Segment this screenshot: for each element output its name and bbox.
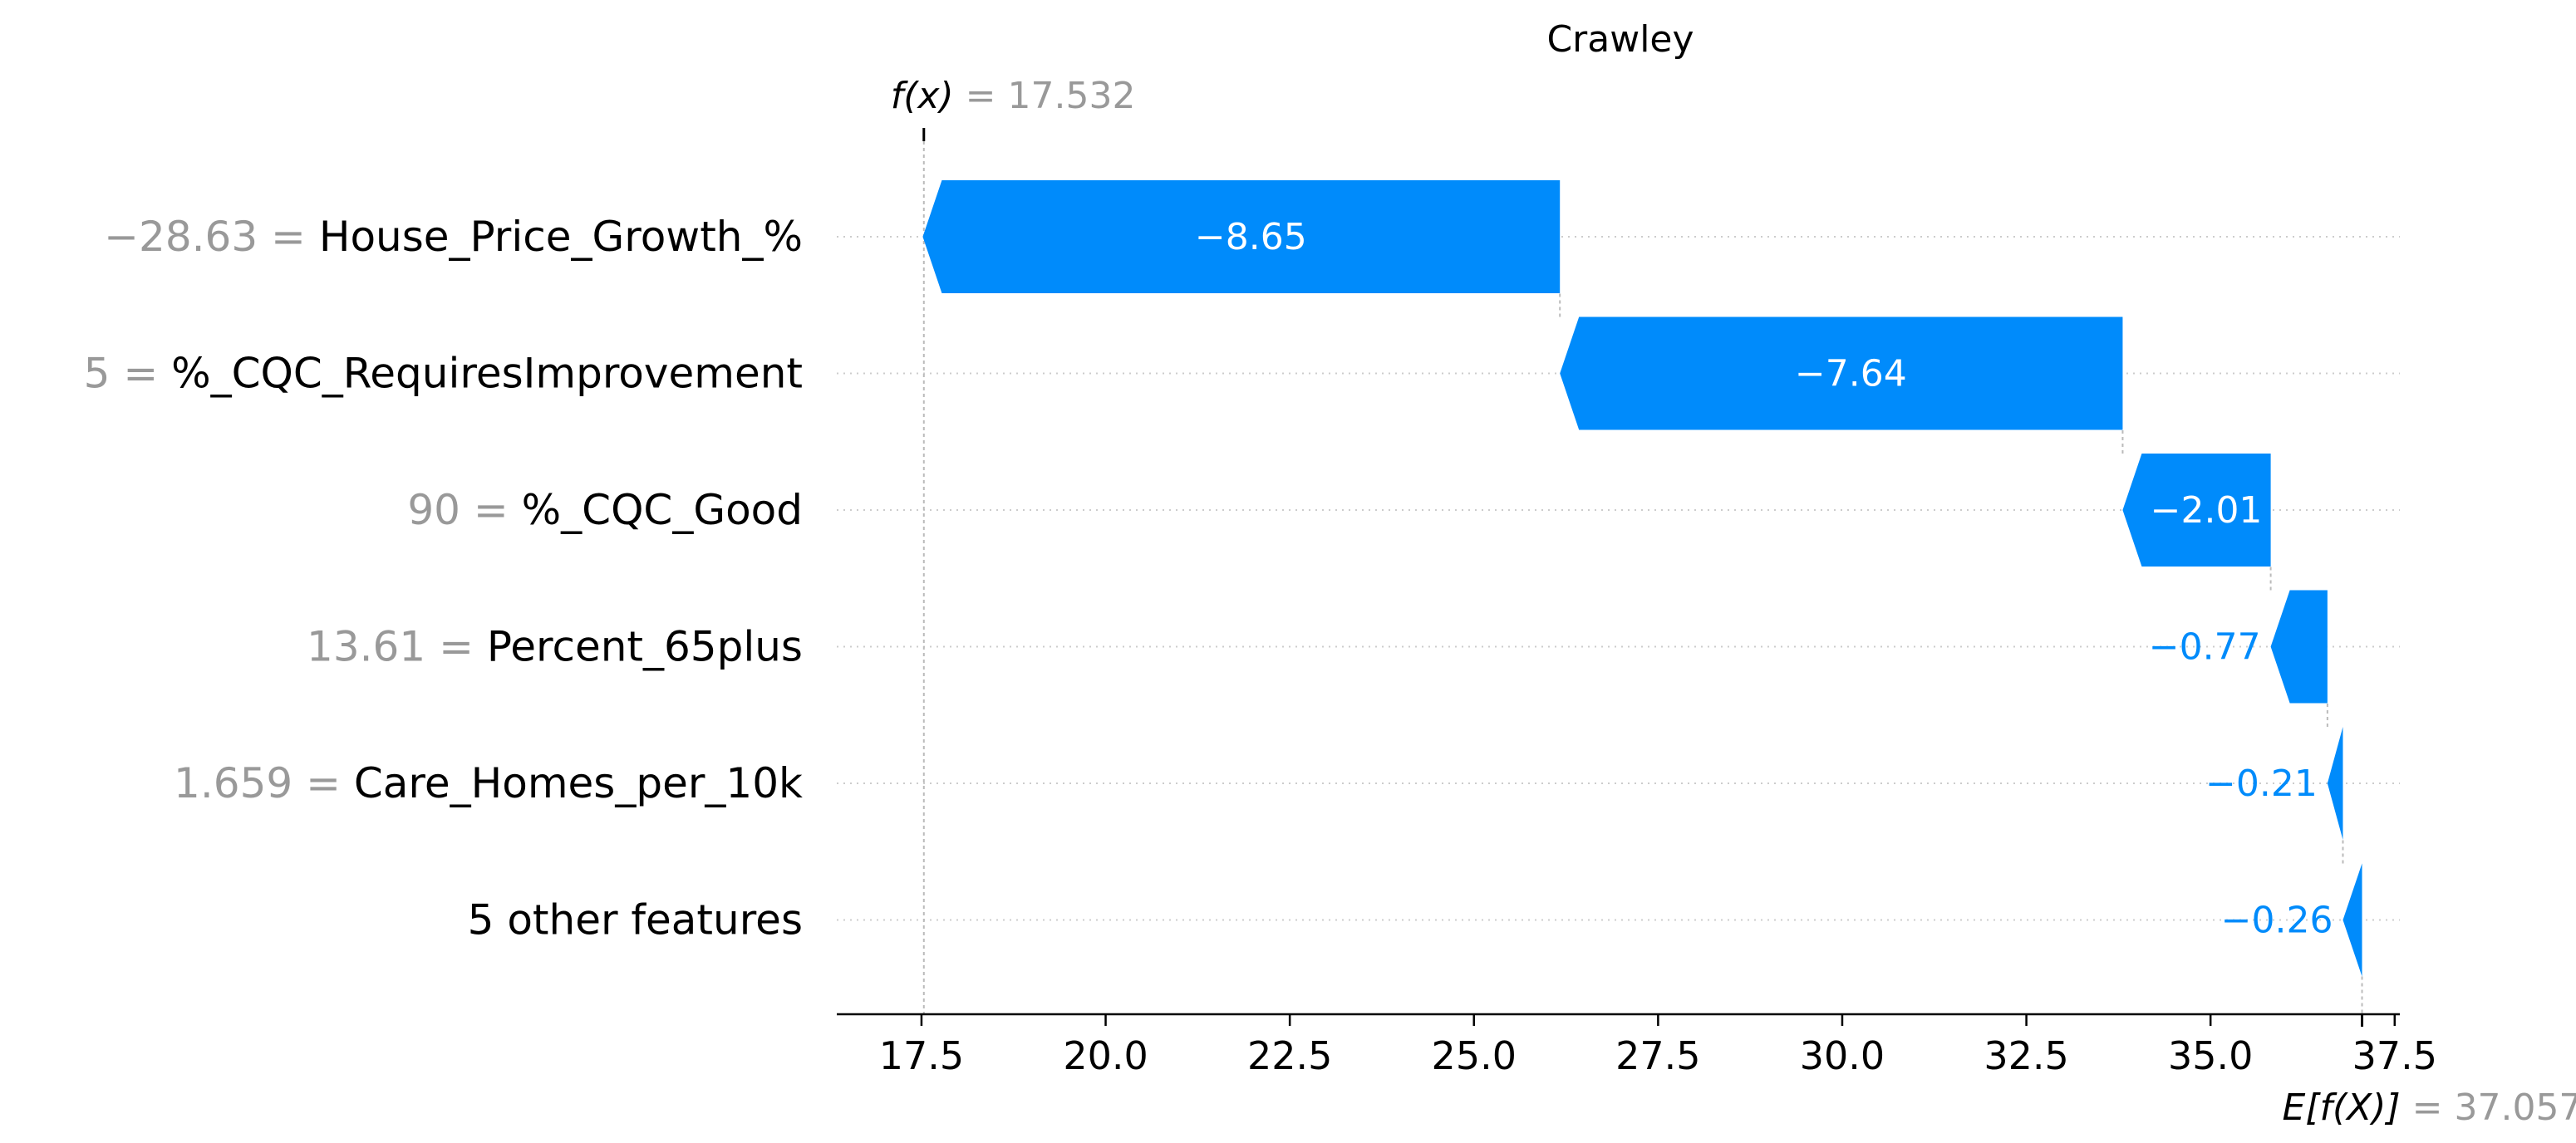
x-tick-label: 25.0 [1432, 1033, 1517, 1078]
base-annotation: E[f(X)] = 37.057 [2283, 1014, 2576, 1129]
bar-label: −0.21 [2205, 763, 2318, 805]
bar-label: −0.26 [2221, 900, 2333, 942]
feature-label: 90 = %_CQC_Good [407, 486, 803, 534]
fx-value: 17.532 [1007, 75, 1135, 117]
bar [922, 180, 1561, 293]
feature-name: Care_Homes_per_10k [354, 759, 803, 807]
bar [2270, 590, 2328, 704]
bar-label: −7.64 [1795, 353, 1907, 395]
fx-label: f(x) [891, 75, 954, 117]
fx-annotation-text: f(x) = 17.532 [891, 75, 1136, 117]
bars-layer [922, 180, 2362, 977]
base-value: 37.057 [2454, 1087, 2576, 1129]
x-tick-label: 35.0 [2168, 1033, 2253, 1078]
feature-label: 1.659 = Care_Homes_per_10k [174, 759, 803, 807]
feature-name: %_CQC_Good [522, 486, 803, 534]
x-tick-label: 17.5 [879, 1033, 964, 1078]
x-tick-label: 22.5 [1247, 1033, 1332, 1078]
feature-label: 5 other features [468, 896, 803, 944]
x-tick-label: 30.0 [1800, 1033, 1885, 1078]
bar [2122, 454, 2271, 567]
feature-value: −28.63 = [104, 213, 319, 261]
x-ticks-layer: 17.5 20.0 22.5 25.0 27.5 30.0 32.5 35.0 37.5 [879, 1014, 2437, 1078]
feature-name: 5 other features [468, 896, 803, 944]
bar [2342, 863, 2362, 977]
feature-name: Percent_65plus [487, 623, 803, 671]
bar-label: −8.65 [1195, 216, 1307, 258]
base-annotation-text: E[f(X)] = 37.057 [2283, 1087, 2576, 1129]
x-tick-label: 37.5 [2352, 1033, 2437, 1078]
fx-eq: = [954, 75, 1008, 117]
feature-label: 5 = %_CQC_RequiresImprovement [84, 350, 803, 398]
feature-value: 13.61 = [307, 623, 487, 671]
feature-value: 1.659 = [174, 759, 354, 807]
chart-title: Crawley [1546, 18, 1694, 61]
feature-value: 5 = [84, 350, 172, 398]
bar-labels-layer: −8.65 −7.64 −2.01 −0.77 −0.21 −0.26 [1195, 216, 2333, 942]
bar [1560, 316, 2123, 430]
feature-name: House_Price_Growth_% [319, 213, 803, 261]
x-tick-label: 27.5 [1615, 1033, 1700, 1078]
bar-label: −0.77 [2149, 626, 2261, 669]
x-tick-label: 20.0 [1063, 1033, 1148, 1078]
feature-name: %_CQC_RequiresImprovement [171, 350, 803, 398]
bar-label: −2.01 [2151, 489, 2263, 532]
base-label: E[f(X)] [2283, 1087, 2401, 1129]
feature-labels-layer: −28.63 = House_Price_Growth_% 5 = %_CQC_R… [84, 213, 803, 944]
bar [2327, 727, 2343, 840]
base-eq: = [2401, 1087, 2455, 1129]
x-tick-label: 32.5 [1984, 1033, 2068, 1078]
fx-annotation: f(x) = 17.532 [891, 75, 1136, 141]
feature-label: −28.63 = House_Price_Growth_% [104, 213, 803, 261]
feature-value: 90 = [407, 486, 521, 534]
feature-label: 13.61 = Percent_65plus [307, 623, 803, 671]
